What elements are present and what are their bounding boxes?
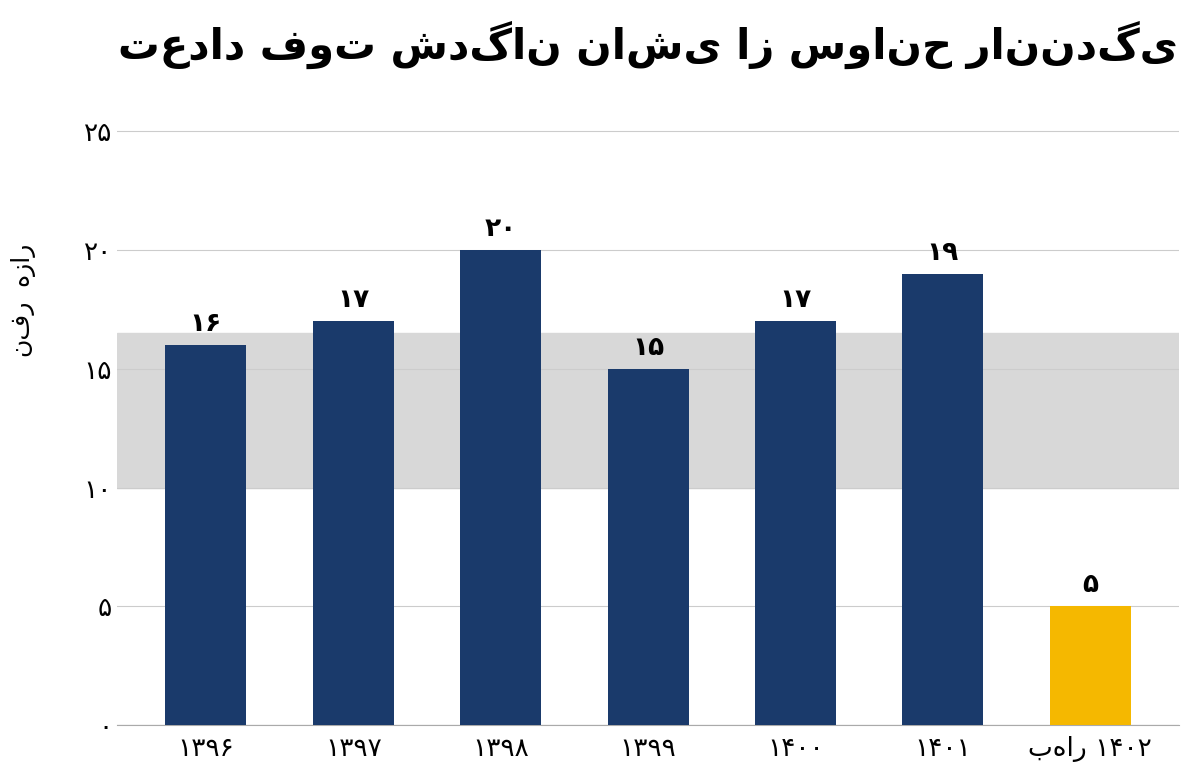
- Text: ۵: ۵: [1082, 572, 1098, 598]
- Bar: [902, 274, 984, 725]
- Bar: [607, 369, 689, 725]
- Text: ۱۶: ۱۶: [190, 311, 222, 337]
- Text: ۱۷: ۱۷: [779, 287, 811, 313]
- Text: ۱۵: ۱۵: [632, 334, 664, 360]
- Text: ۲۰: ۲۰: [485, 216, 517, 242]
- Text: ۱۹: ۱۹: [926, 240, 959, 265]
- Bar: [755, 321, 836, 725]
- Text: هزار: هزار: [8, 241, 34, 286]
- Text: ۱۷: ۱۷: [337, 287, 370, 313]
- Bar: [313, 321, 394, 725]
- Bar: [166, 345, 246, 725]
- Bar: [1050, 606, 1130, 725]
- Title: تعداد فوت شدگان ناشی از سوانح رانندگی: تعداد فوت شدگان ناشی از سوانح رانندگی: [118, 21, 1178, 69]
- Bar: [118, 334, 1180, 488]
- Bar: [460, 250, 541, 725]
- Text: نفر: نفر: [10, 299, 34, 355]
